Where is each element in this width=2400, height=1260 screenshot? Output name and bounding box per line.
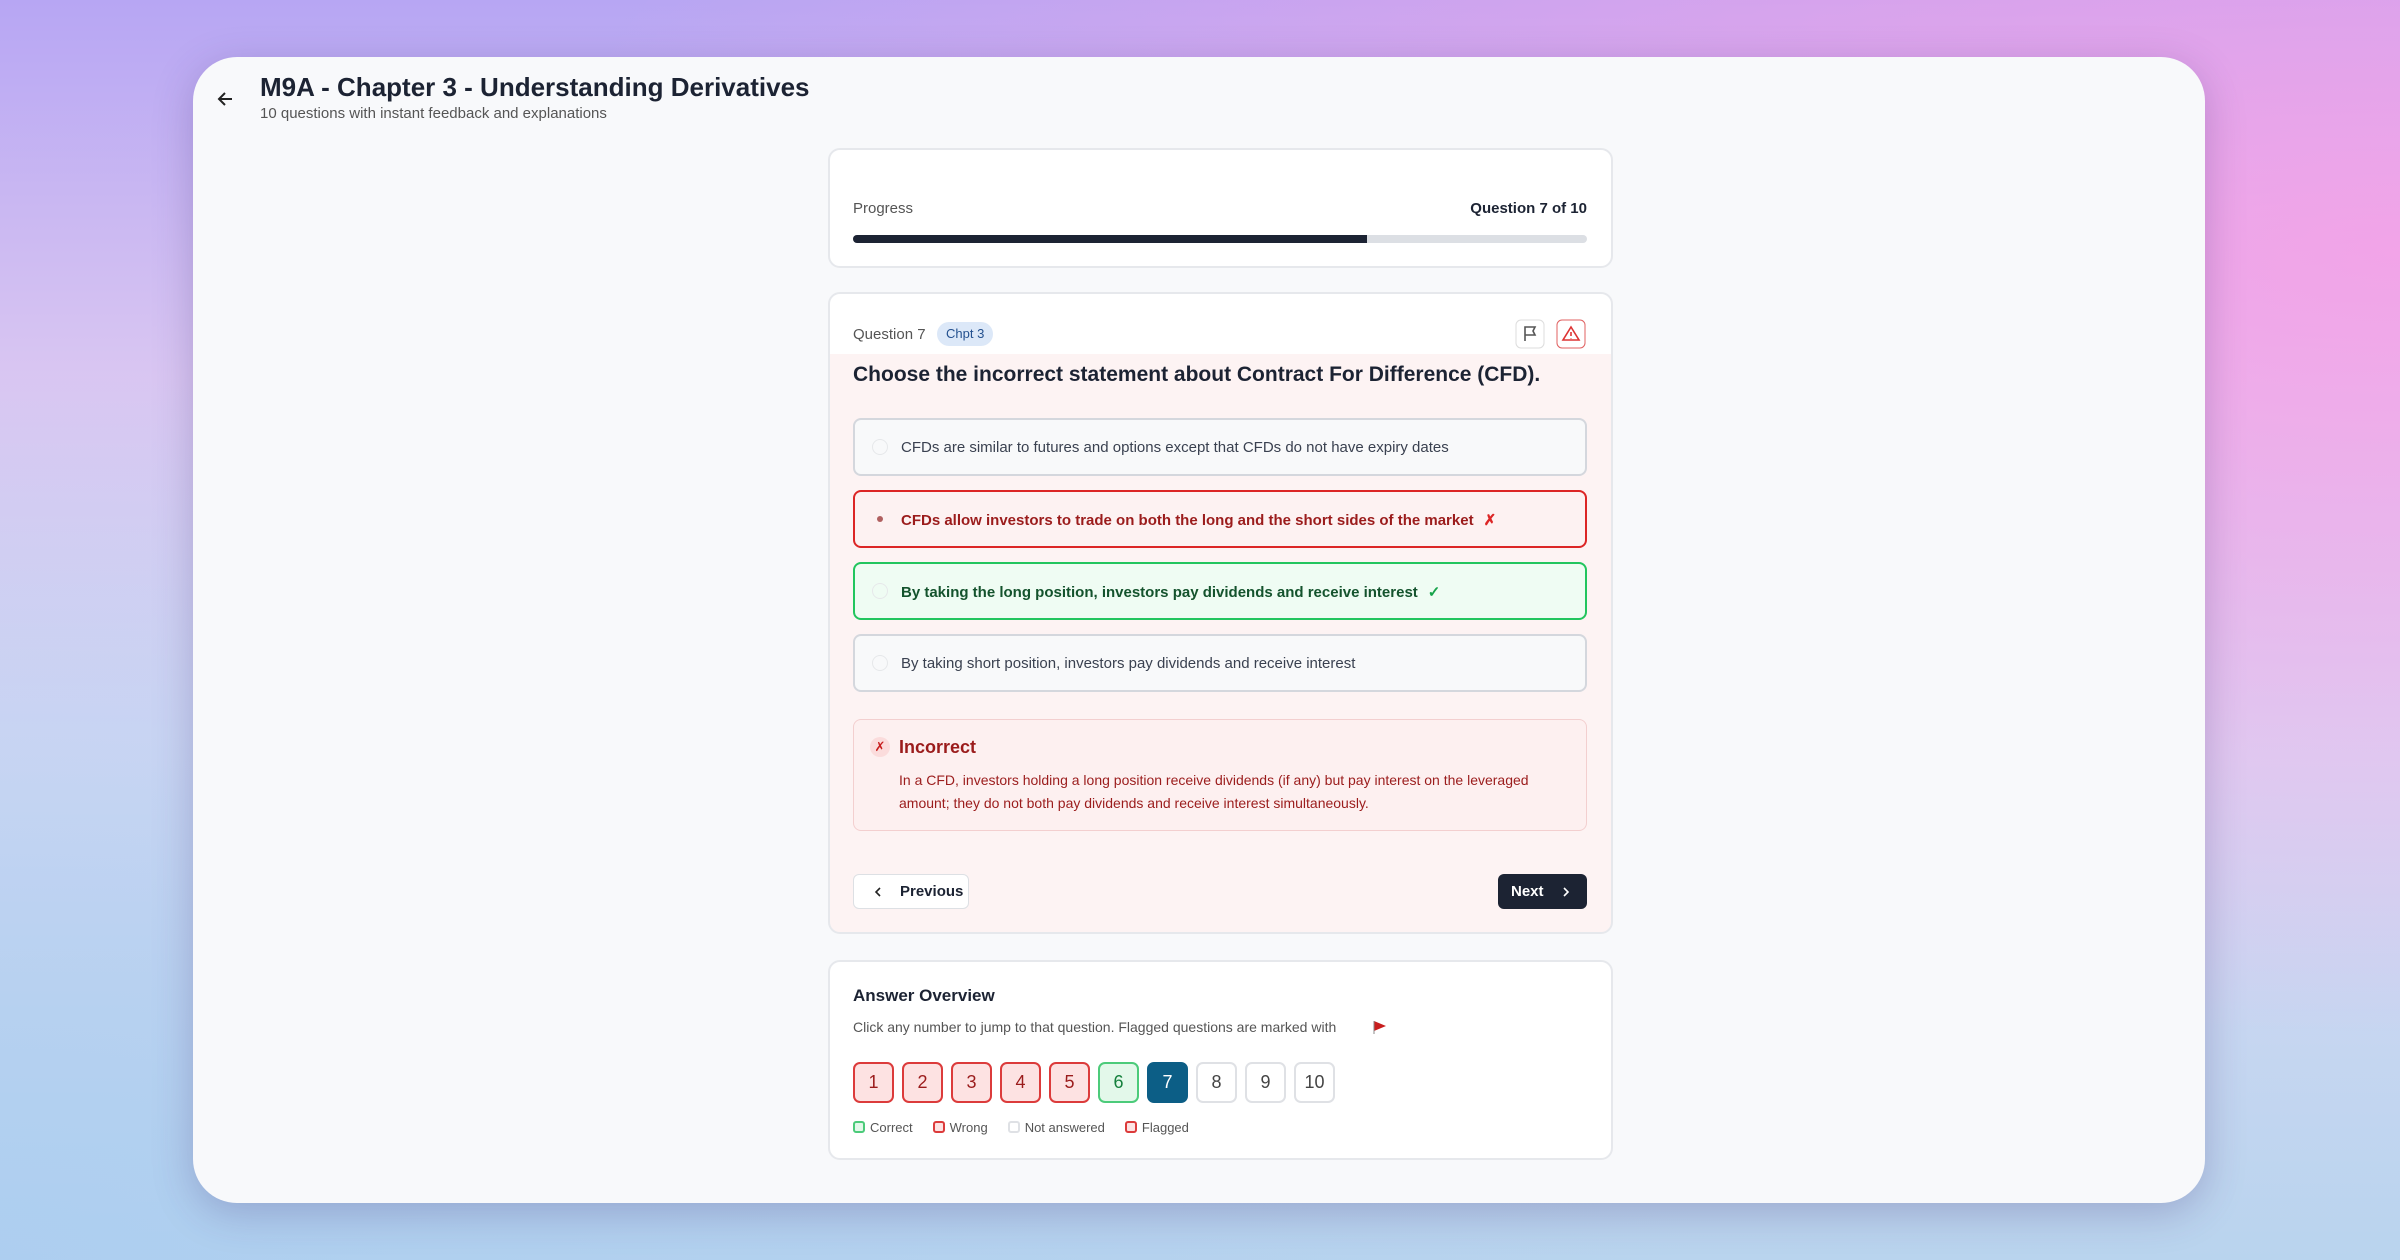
radio <box>872 655 888 671</box>
question-number[interactable]: 3 <box>951 1062 992 1103</box>
legend-swatch <box>853 1121 865 1133</box>
question-number[interactable]: 10 <box>1294 1062 1335 1103</box>
answer-option[interactable]: By taking short position, investors pay … <box>853 634 1587 692</box>
option-text: CFDs allow investors to trade on both th… <box>901 511 1496 529</box>
legend-swatch <box>1007 1121 1020 1133</box>
question-number[interactable]: 1 <box>853 1062 894 1103</box>
question-number[interactable]: 5 <box>1049 1062 1090 1103</box>
radio <box>872 583 888 599</box>
flag-button[interactable] <box>1515 319 1545 349</box>
legend-label: Wrong <box>949 1120 988 1135</box>
legend-swatch <box>1124 1121 1137 1133</box>
question-number[interactable]: 9 <box>1245 1062 1286 1103</box>
radio <box>872 439 888 455</box>
previous-label: Previous <box>900 883 964 900</box>
progress-status: Question 7 of 10 <box>1470 200 1587 217</box>
feedback-text: In a CFD, investors holding a long posit… <box>899 772 1529 811</box>
progress-track <box>853 235 1587 243</box>
progress-fill <box>853 235 1367 243</box>
answer-option[interactable]: CFDs allow investors to trade on both th… <box>853 490 1587 548</box>
radio <box>872 511 888 527</box>
question-number[interactable]: 2 <box>902 1062 943 1103</box>
report-button[interactable] <box>1556 319 1586 349</box>
legend-label: Not answered <box>1024 1120 1105 1135</box>
option-label: By taking the long position, investors p… <box>901 584 1418 601</box>
option-mark: ✗ <box>1483 512 1497 529</box>
overview-description: Click any number to jump to that questio… <box>853 1019 1337 1035</box>
feedback-title: Incorrect <box>899 737 977 757</box>
progress-card <box>828 148 1613 268</box>
answer-option[interactable]: CFDs are similar to futures and options … <box>853 418 1587 476</box>
overview-card <box>828 960 1613 1160</box>
previous-button[interactable]: Previous <box>853 874 969 909</box>
radio-dot <box>877 516 883 522</box>
legend-swatch <box>932 1121 945 1133</box>
chevron-right <box>1562 886 1569 897</box>
option-text: By taking short position, investors pay … <box>901 655 1355 672</box>
option-text: CFDs are similar to futures and options … <box>901 439 1449 456</box>
option-label: CFDs allow investors to trade on both th… <box>901 512 1474 529</box>
feedback-icon: ✗ <box>870 737 890 757</box>
answer-option[interactable]: By taking the long position, investors p… <box>853 562 1587 620</box>
option-label: By taking short position, investors pay … <box>901 655 1356 672</box>
option-mark: ✓ <box>1427 584 1441 601</box>
option-label: CFDs are similar to futures and options … <box>901 439 1449 456</box>
question-number[interactable]: 6 <box>1098 1062 1139 1103</box>
option-text: By taking the long position, investors p… <box>901 583 1440 601</box>
page-title: M9A - Chapter 3 - Understanding Derivati… <box>260 72 810 102</box>
question-number[interactable]: 7 <box>1147 1062 1188 1103</box>
flag-icon <box>1373 1021 1386 1034</box>
question-number[interactable]: 8 <box>1196 1062 1237 1103</box>
chapter-badge: Chpt 3 <box>937 322 994 346</box>
legend-label: Correct <box>870 1120 913 1135</box>
next-button[interactable]: Next <box>1498 874 1587 909</box>
next-label: Next <box>1511 883 1544 900</box>
legend-label: Flagged <box>1141 1120 1189 1135</box>
question-text: Choose the incorrect statement about Con… <box>853 363 1541 386</box>
feedback-box <box>853 719 1587 831</box>
chevron-left <box>874 886 881 897</box>
page-subtitle: 10 questions with instant feedback and e… <box>260 105 607 122</box>
back-button[interactable] <box>215 88 237 110</box>
question-label: Question 7 <box>853 326 926 343</box>
progress-label: Progress <box>853 200 914 217</box>
question-number[interactable]: 4 <box>1000 1062 1041 1103</box>
overview-title: Answer Overview <box>853 986 995 1005</box>
